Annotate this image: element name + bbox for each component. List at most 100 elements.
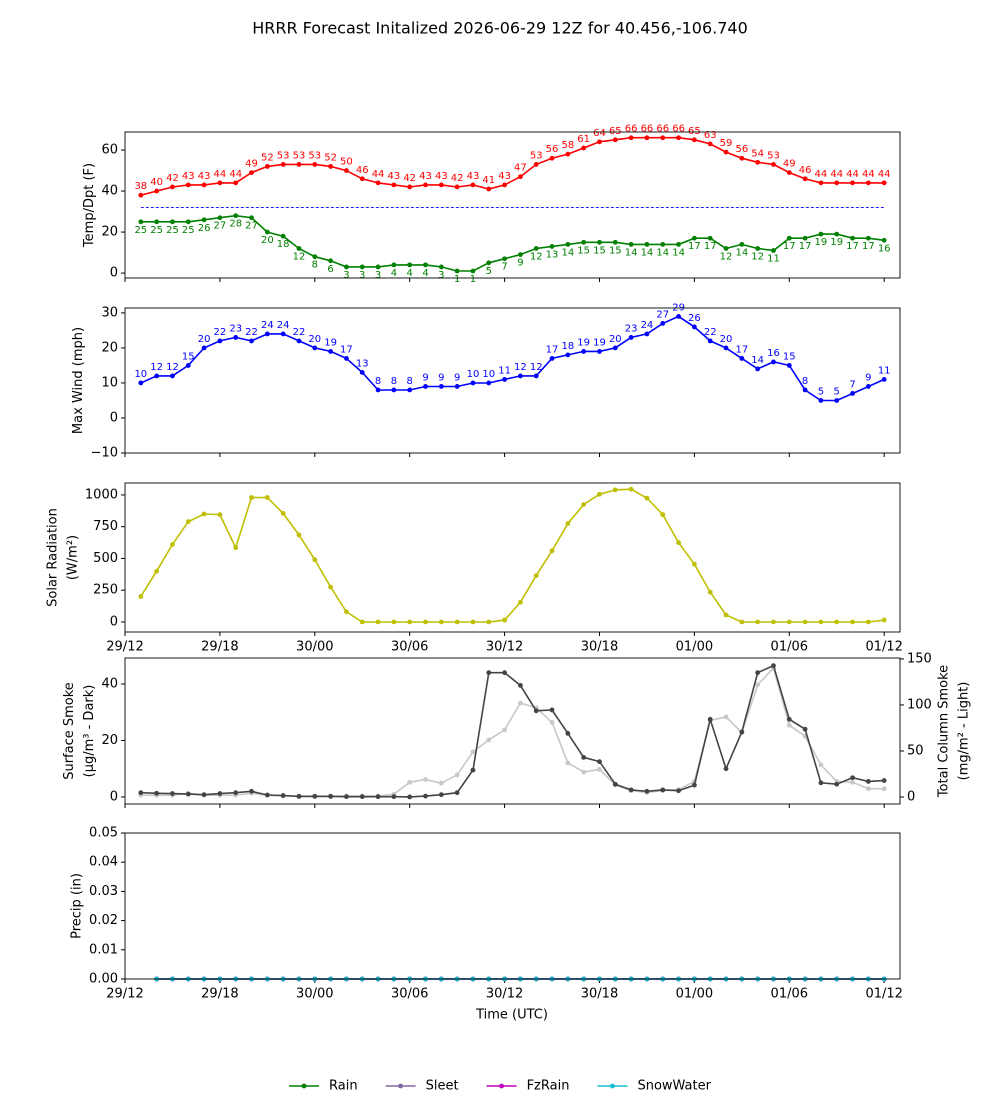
data-point bbox=[771, 619, 776, 625]
data-point bbox=[818, 619, 824, 625]
data-point bbox=[834, 781, 840, 787]
y-axis-label: Precip (in) bbox=[70, 873, 85, 939]
data-point bbox=[581, 349, 587, 354]
data-point bbox=[818, 231, 824, 237]
data-point bbox=[217, 215, 223, 221]
data-point bbox=[296, 246, 302, 251]
data-label: 49 bbox=[245, 159, 258, 170]
data-point bbox=[217, 791, 223, 796]
data-point bbox=[502, 182, 507, 188]
data-point bbox=[233, 213, 239, 219]
data-point bbox=[375, 264, 381, 270]
data-label: 15 bbox=[182, 351, 195, 362]
data-label: 25 bbox=[134, 225, 147, 236]
data-label: 42 bbox=[403, 173, 416, 184]
data-label: 15 bbox=[609, 245, 622, 256]
data-point bbox=[454, 184, 460, 190]
y-tick-label: 0.01 bbox=[89, 942, 118, 957]
data-point bbox=[170, 184, 175, 190]
data-label: 1 bbox=[454, 274, 460, 285]
data-label: 54 bbox=[751, 148, 764, 159]
data-point bbox=[834, 619, 840, 625]
data-label: 7 bbox=[501, 262, 507, 273]
data-point bbox=[707, 589, 713, 595]
x-tick-label: 30/12 bbox=[486, 640, 523, 655]
data-point bbox=[391, 619, 397, 625]
data-point bbox=[850, 180, 855, 186]
data-label: 17 bbox=[846, 241, 859, 252]
data-point bbox=[597, 349, 602, 354]
data-point bbox=[676, 135, 681, 141]
data-point bbox=[786, 363, 792, 368]
data-point bbox=[454, 619, 460, 625]
data-point bbox=[407, 779, 413, 785]
data-point bbox=[707, 716, 713, 722]
data-point bbox=[328, 164, 334, 169]
data-point bbox=[264, 331, 270, 337]
data-point bbox=[628, 486, 634, 492]
data-point bbox=[802, 387, 808, 393]
data-point bbox=[723, 714, 729, 720]
data-point bbox=[834, 398, 840, 403]
data-point bbox=[249, 338, 254, 344]
data-label: 43 bbox=[419, 171, 432, 182]
y-tick-label: 250 bbox=[93, 583, 118, 598]
data-label: 24 bbox=[277, 320, 290, 331]
data-label: 3 bbox=[343, 270, 349, 281]
data-label: 52 bbox=[261, 152, 274, 163]
data-point bbox=[249, 170, 254, 176]
data-label: 66 bbox=[625, 124, 638, 135]
data-point bbox=[597, 239, 602, 245]
data-label: 22 bbox=[245, 327, 258, 338]
x-tick-label: 29/18 bbox=[201, 640, 238, 655]
data-point bbox=[185, 182, 191, 188]
y-tick-label: 0.02 bbox=[89, 913, 118, 928]
data-point bbox=[170, 791, 175, 796]
data-point bbox=[486, 670, 492, 676]
data-label: 13 bbox=[546, 249, 559, 260]
data-label: 66 bbox=[656, 124, 669, 135]
data-point bbox=[834, 231, 840, 237]
y-tick-label: 0.04 bbox=[89, 855, 118, 870]
y-tick-label: 30 bbox=[101, 305, 118, 320]
x-tick-label: 01/00 bbox=[676, 987, 713, 1002]
data-label: 3 bbox=[438, 270, 444, 281]
data-label: 22 bbox=[293, 327, 306, 338]
y2-axis-label: (mg/m² - Light) bbox=[956, 682, 971, 781]
data-point bbox=[249, 495, 254, 500]
data-point bbox=[312, 345, 318, 351]
data-label: 12 bbox=[293, 251, 306, 262]
data-point bbox=[201, 792, 207, 798]
data-point bbox=[296, 338, 302, 344]
data-label: 28 bbox=[229, 219, 242, 230]
data-label: 44 bbox=[815, 169, 828, 180]
data-label: 44 bbox=[214, 169, 227, 180]
data-label: 65 bbox=[609, 126, 622, 137]
data-point bbox=[486, 737, 492, 743]
data-point bbox=[185, 791, 191, 797]
data-point bbox=[170, 542, 175, 547]
data-label: 19 bbox=[324, 337, 337, 348]
data-point bbox=[549, 155, 555, 161]
data-point bbox=[581, 145, 587, 151]
data-point bbox=[739, 729, 745, 735]
data-label: 41 bbox=[482, 175, 495, 186]
data-label: 53 bbox=[308, 150, 321, 161]
data-point bbox=[154, 188, 160, 194]
data-point bbox=[438, 264, 444, 270]
data-label: 26 bbox=[198, 223, 211, 234]
y-tick-label: 0 bbox=[110, 789, 118, 804]
data-label: 38 bbox=[134, 181, 147, 192]
data-point bbox=[438, 619, 444, 625]
data-point bbox=[533, 373, 539, 379]
data-label: 8 bbox=[375, 376, 381, 387]
series-line bbox=[140, 214, 885, 272]
x-tick-label: 30/06 bbox=[391, 987, 428, 1002]
data-point bbox=[359, 176, 365, 182]
y-tick-label: 0 bbox=[110, 266, 118, 281]
data-point bbox=[423, 182, 428, 188]
data-label: 24 bbox=[261, 320, 274, 331]
data-point bbox=[865, 384, 871, 389]
data-label: 25 bbox=[182, 225, 195, 236]
data-point bbox=[597, 491, 602, 497]
